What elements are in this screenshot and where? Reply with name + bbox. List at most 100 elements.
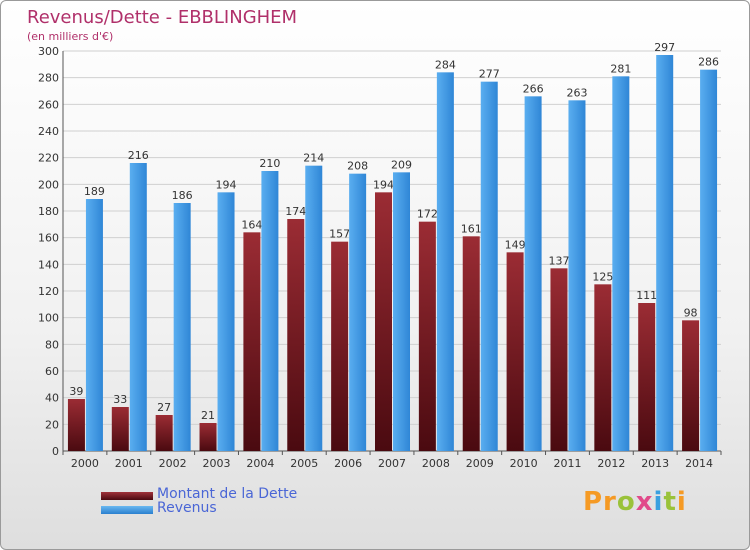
x-tick-label: 2008 <box>422 457 450 470</box>
data-label-revenus: 210 <box>259 157 280 170</box>
x-tick-label: 2003 <box>203 457 231 470</box>
data-label-revenus: 286 <box>698 56 719 69</box>
bar-dette <box>155 415 173 451</box>
y-tick-label: 140 <box>38 258 59 271</box>
data-label-dette: 39 <box>69 385 83 398</box>
data-label-revenus: 284 <box>435 58 456 71</box>
data-label-revenus: 209 <box>391 158 412 171</box>
data-label-revenus: 186 <box>172 189 193 202</box>
data-label-revenus: 281 <box>610 62 631 75</box>
legend-label-revenus: Revenus <box>157 500 217 516</box>
legend-swatch-dette <box>101 492 153 500</box>
legend-swatch-revenus <box>101 506 153 514</box>
x-tick-label: 2007 <box>378 457 406 470</box>
data-label-dette: 164 <box>241 218 262 231</box>
x-tick-label: 2001 <box>115 457 143 470</box>
y-tick-label: 0 <box>52 445 59 458</box>
data-label-revenus: 277 <box>479 68 500 81</box>
data-label-dette: 27 <box>157 401 171 414</box>
x-tick-label: 2000 <box>71 457 99 470</box>
data-label-dette: 172 <box>417 208 438 221</box>
bar-revenus <box>612 76 630 451</box>
y-tick-label: 120 <box>38 285 59 298</box>
bar-revenus <box>129 163 147 451</box>
x-tick-label: 2004 <box>246 457 274 470</box>
bar-revenus <box>436 72 454 451</box>
y-tick-label: 40 <box>45 392 59 405</box>
legend-label-dette: Montant de la Dette <box>157 486 298 502</box>
y-tick-label: 200 <box>38 178 59 191</box>
data-label-dette: 194 <box>373 178 394 191</box>
bar-revenus <box>480 81 498 452</box>
data-label-revenus: 189 <box>84 185 105 198</box>
data-label-dette: 161 <box>461 222 482 235</box>
bar-dette <box>506 252 524 451</box>
x-tick-label: 2014 <box>685 457 713 470</box>
bar-revenus <box>261 171 279 451</box>
data-label-revenus: 263 <box>566 86 587 99</box>
x-tick-label: 2002 <box>159 457 187 470</box>
bar-dette <box>594 284 612 451</box>
data-label-revenus: 194 <box>216 178 237 191</box>
bar-revenus <box>568 100 586 451</box>
data-label-dette: 137 <box>548 254 569 267</box>
y-tick-label: 160 <box>38 232 59 245</box>
bar-revenus <box>524 96 542 451</box>
bar-dette <box>199 423 217 451</box>
data-label-revenus: 208 <box>347 160 368 173</box>
bar-revenus <box>173 203 191 451</box>
bar-dette <box>287 219 305 451</box>
bar-revenus <box>305 165 323 451</box>
bar-dette <box>331 241 349 451</box>
data-label-revenus: 297 <box>654 41 675 54</box>
y-tick-label: 60 <box>45 365 59 378</box>
bar-dette <box>682 320 700 451</box>
bar-dette <box>243 232 261 451</box>
chart-subtitle: (en milliers d'€) <box>27 30 114 43</box>
x-tick-label: 2012 <box>597 457 625 470</box>
data-label-dette: 33 <box>113 393 127 406</box>
bar-revenus <box>85 199 103 451</box>
y-tick-label: 180 <box>38 205 59 218</box>
bar-dette <box>375 192 392 452</box>
y-tick-label: 280 <box>38 72 59 85</box>
y-tick-label: 260 <box>38 98 59 111</box>
y-tick-label: 100 <box>38 312 59 325</box>
x-tick-label: 2013 <box>641 457 669 470</box>
x-tick-label: 2010 <box>510 457 538 470</box>
data-label-dette: 157 <box>329 228 350 241</box>
x-tick-label: 2009 <box>466 457 494 470</box>
data-label-dette: 149 <box>505 238 526 251</box>
y-tick-label: 80 <box>45 338 59 351</box>
bar-revenus <box>393 172 410 452</box>
bar-dette <box>67 399 85 451</box>
y-tick-label: 20 <box>45 418 59 431</box>
data-label-revenus: 216 <box>128 149 149 162</box>
proxiti-logo: Proxiti <box>583 487 687 517</box>
bar-dette <box>462 236 480 451</box>
data-label-revenus: 214 <box>303 152 324 165</box>
data-label-dette: 21 <box>201 409 215 422</box>
data-label-dette: 98 <box>684 306 698 319</box>
bar-revenus <box>349 173 367 451</box>
x-tick-label: 2011 <box>553 457 581 470</box>
bar-dette <box>550 268 568 451</box>
bar-revenus <box>700 69 718 452</box>
bar-revenus <box>656 55 674 451</box>
y-tick-label: 300 <box>38 45 59 58</box>
bar-dette <box>111 407 129 451</box>
y-tick-label: 240 <box>38 125 59 138</box>
x-tick-label: 2005 <box>290 457 318 470</box>
bar-dette <box>418 221 436 451</box>
data-label-revenus: 266 <box>523 82 544 95</box>
bar-revenus <box>217 192 235 452</box>
bar-dette <box>638 303 656 451</box>
chart-title: Revenus/Dette - EBBLINGHEM <box>27 7 298 28</box>
data-label-dette: 174 <box>285 205 306 218</box>
y-tick-label: 220 <box>38 152 59 165</box>
x-tick-label: 2006 <box>334 457 362 470</box>
data-label-dette: 111 <box>636 289 657 302</box>
data-label-dette: 125 <box>592 270 613 283</box>
